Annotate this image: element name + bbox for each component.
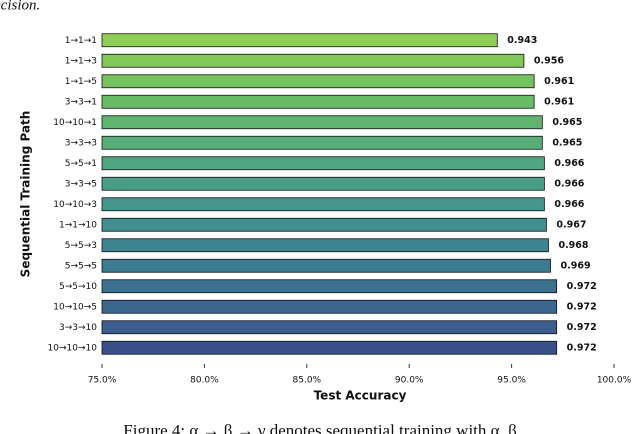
value-label: 0.968: [558, 240, 588, 251]
y-tick-label: 10→10→10: [48, 343, 98, 353]
bar: [101, 135, 543, 150]
x-tick-label: 75.0%: [88, 376, 117, 386]
value-label: 0.965: [552, 117, 582, 128]
value-label: 0.961: [544, 96, 574, 107]
y-tick-label: 10→10→3: [53, 200, 97, 210]
y-tick-label: 1→1→1: [65, 36, 97, 46]
caption: Figure 4: α → β → γ denotes sequential t…: [123, 421, 516, 434]
bar: [101, 156, 545, 171]
value-label: 0.972: [567, 342, 597, 353]
value-label: 0.966: [554, 158, 584, 169]
y-tick-label: 1→1→10: [59, 220, 97, 230]
x-tick-label: 90.0%: [395, 376, 424, 386]
bar: [101, 258, 551, 273]
bar: [101, 320, 558, 335]
bar: [101, 115, 543, 130]
value-label: 0.966: [554, 199, 584, 210]
bar: [101, 53, 525, 68]
bar: [101, 279, 558, 294]
bar: [101, 94, 535, 109]
top-text: ecision.: [0, 0, 40, 13]
y-tick-label: 5→5→3: [65, 241, 97, 251]
value-label: 0.972: [567, 301, 597, 312]
value-label: 0.967: [556, 219, 586, 230]
y-tick-label: 3→3→5: [65, 179, 97, 189]
bar: [101, 217, 547, 232]
x-tick-label: 95.0%: [497, 376, 526, 386]
y-tick-label: 3→3→10: [59, 323, 97, 333]
bar: [101, 176, 545, 191]
y-tick-label: 3→3→1: [65, 97, 97, 107]
value-label: 0.972: [567, 281, 597, 292]
bar: [101, 33, 498, 48]
value-label: 0.956: [534, 55, 564, 66]
y-axis-label: Sequential Training Path: [19, 111, 33, 278]
y-tick-label: 5→5→5: [65, 261, 97, 271]
value-label: 0.961: [544, 76, 574, 87]
bar: [101, 238, 549, 253]
x-tick-label: 80.0%: [190, 376, 219, 386]
x-axis-label: Test Accuracy: [314, 389, 407, 403]
y-tick-label: 10→10→5: [53, 302, 97, 312]
value-label: 0.972: [567, 322, 597, 333]
x-tick-label: 100.0%: [597, 376, 632, 386]
value-label: 0.965: [552, 137, 582, 148]
x-tick-label: 85.0%: [293, 376, 322, 386]
y-tick-label: 1→1→5: [65, 77, 97, 87]
y-tick-label: 3→3→3: [65, 138, 97, 148]
y-tick-label: 10→10→1: [53, 118, 97, 128]
bar: [101, 74, 535, 89]
value-label: 0.969: [561, 260, 591, 271]
bar: [101, 340, 558, 355]
y-tick-label: 1→1→3: [65, 56, 97, 66]
bar: [101, 299, 558, 314]
y-tick-label: 5→5→1: [65, 159, 97, 169]
bar: [101, 197, 545, 212]
value-label: 0.943: [507, 35, 537, 46]
value-label: 0.966: [554, 178, 584, 189]
y-tick-label: 5→5→10: [59, 282, 97, 292]
